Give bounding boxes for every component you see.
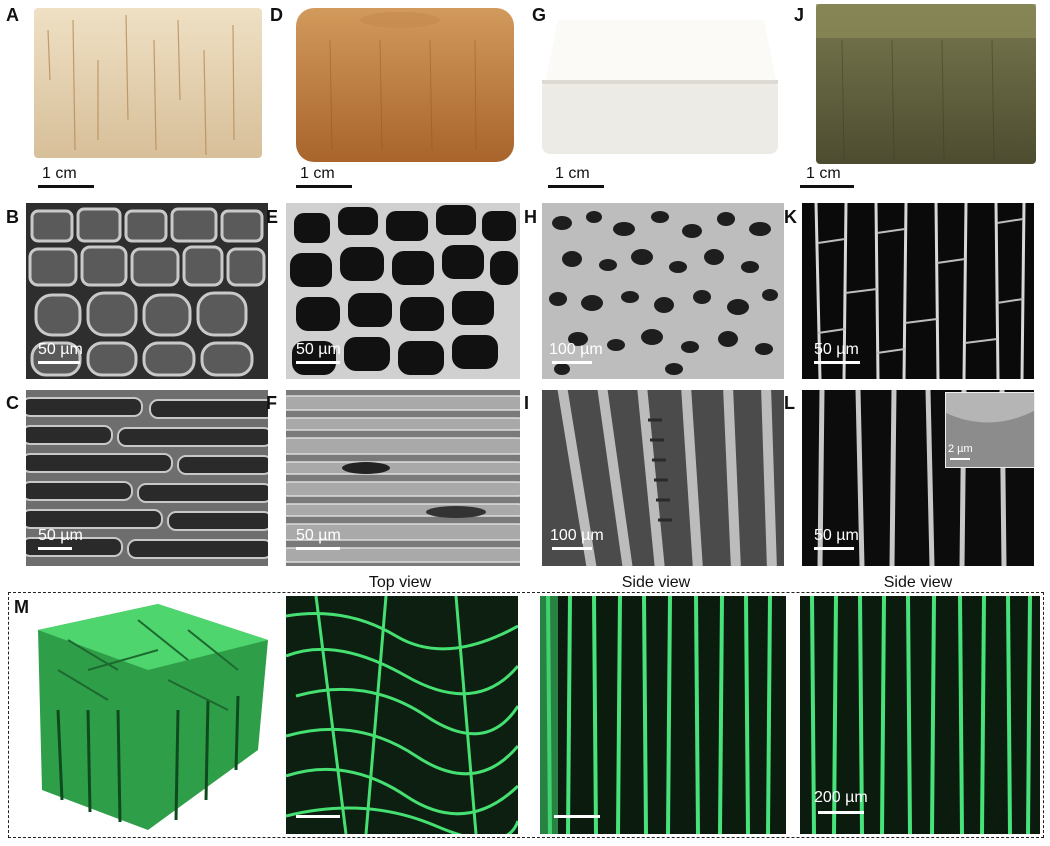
panel-label-g: G [532, 5, 547, 25]
panel-label-j: J [794, 5, 805, 25]
view-label-top: Top view [368, 574, 432, 591]
scale-label-i: 100 µm [550, 527, 604, 544]
panel-h-sem-image [542, 203, 784, 379]
scale-bar-f [296, 547, 340, 550]
scale-bar-h [552, 361, 592, 364]
panel-label-c: C [6, 393, 19, 413]
scale-bar-d [296, 185, 352, 188]
scale-bar-c [38, 547, 72, 550]
panel-k-sem-image [802, 203, 1034, 379]
view-label-side-1: Side view [621, 574, 691, 591]
panel-m-side-view-2 [800, 596, 1040, 834]
scale-bar-k [814, 361, 860, 364]
panel-label-k: K [784, 207, 797, 227]
inset-scale-bar [950, 458, 970, 460]
panel-b-sem-image [26, 203, 268, 379]
panel-label-f: F [266, 393, 277, 413]
scale-label-k: 50 µm [814, 341, 859, 358]
scale-label-b: 50 µm [38, 341, 83, 358]
scale-label-j: 1 cm [806, 165, 841, 182]
scale-label-e: 50 µm [296, 341, 341, 358]
scale-label-l: 50 µm [814, 527, 859, 544]
scale-bar-j [800, 185, 854, 188]
scale-label-a: 1 cm [42, 165, 77, 182]
panel-m-3d-render [28, 600, 272, 832]
panel-label-i: I [524, 393, 530, 413]
panel-label-b: B [6, 207, 19, 227]
view-label-side-2: Side view [883, 574, 953, 591]
scale-bar-l [814, 547, 854, 550]
scale-bar-m-side-1 [554, 815, 600, 818]
scale-bar-i [552, 547, 592, 550]
panel-d-treated-block-photo [290, 0, 520, 168]
inset-scale-label: 2 µm [948, 443, 973, 455]
scale-label-h: 100 µm [549, 341, 603, 358]
panel-g-white-block-photo [538, 10, 784, 158]
scale-bar-b [38, 361, 80, 364]
scale-label-m: 200 µm [814, 789, 868, 806]
scale-bar-m-top [296, 815, 340, 818]
panel-i-sem-image [542, 390, 784, 566]
panel-label-l: L [784, 393, 795, 413]
panel-m-dashed-frame [8, 592, 1044, 838]
panel-l-inset-image [945, 392, 1035, 468]
panel-label-e: E [266, 207, 279, 227]
panel-f-sem-image [286, 390, 520, 566]
scale-label-d: 1 cm [300, 165, 335, 182]
scale-label-c: 50 µm [38, 527, 83, 544]
scale-label-g: 1 cm [555, 165, 590, 182]
scale-bar-m-side-2 [818, 811, 864, 814]
panel-m-top-view [286, 596, 518, 834]
scale-label-f: 50 µm [296, 527, 341, 544]
panel-c-sem-image [26, 390, 268, 566]
panel-label-m: M [14, 597, 29, 617]
panel-a-wood-block-photo [28, 0, 270, 168]
panel-m-side-view-1 [540, 596, 786, 834]
panel-l-sem-image [802, 390, 1034, 566]
panel-label-a: A [6, 5, 19, 25]
scale-bar-g [548, 185, 604, 188]
scale-bar-a [38, 185, 94, 188]
scale-bar-e [296, 361, 340, 364]
panel-label-h: H [524, 207, 537, 227]
panel-j-green-block-photo [812, 0, 1040, 168]
panel-label-d: D [270, 5, 283, 25]
panel-e-sem-image [286, 203, 520, 379]
